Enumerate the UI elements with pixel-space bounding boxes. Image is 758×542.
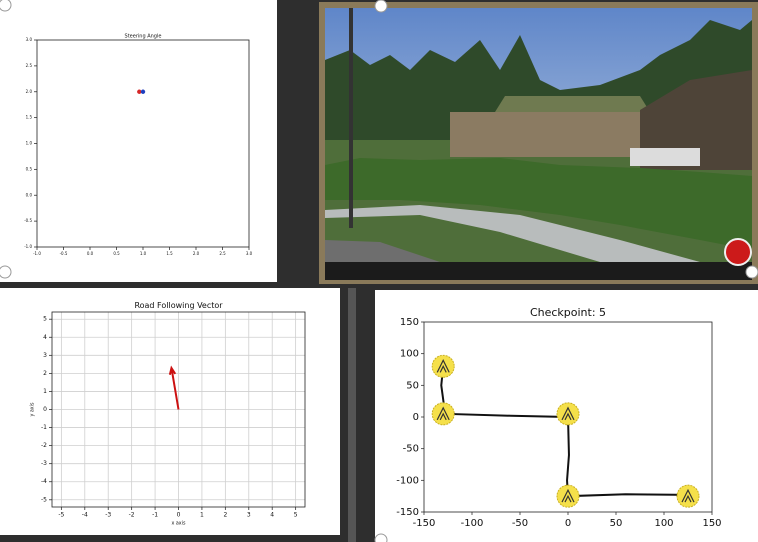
road <box>325 240 440 262</box>
y-tick-label: 50 <box>406 380 419 391</box>
house-roof <box>495 96 650 112</box>
camera-bottom-bar <box>325 262 752 280</box>
y-tick-label: -1.0 <box>24 244 32 249</box>
y-tick-label: 1.0 <box>26 141 33 146</box>
y-tick-label: 2 <box>43 370 47 377</box>
plot-frame <box>423 321 713 513</box>
x-tick-label: 1.0 <box>140 251 147 256</box>
resize-handle[interactable] <box>374 0 388 13</box>
resize-handle[interactable] <box>374 533 388 542</box>
resize-handle[interactable] <box>745 265 758 279</box>
resize-handle[interactable] <box>0 0 12 12</box>
x-tick-label: -1.0 <box>33 251 41 256</box>
point <box>137 89 142 94</box>
y-tick-label: 3 <box>43 352 47 359</box>
path-line <box>440 366 689 498</box>
y-tick-label: 2.5 <box>26 63 33 68</box>
x-tick-label: 2 <box>223 512 227 519</box>
x-tick-label: 3.0 <box>246 251 253 256</box>
y-tick-label: 1 <box>43 388 47 395</box>
x-tick-label: 0 <box>177 512 181 519</box>
plot-frame <box>36 39 250 248</box>
divider <box>348 288 356 542</box>
x-tick-label: 0.0 <box>87 251 94 256</box>
checkpoint-icon <box>436 358 450 373</box>
x-tick-label: 100 <box>654 518 673 529</box>
sidewalk <box>325 205 700 262</box>
y-tick-label: 0 <box>413 412 419 423</box>
y-tick-label: -50 <box>403 444 419 455</box>
y-tick-label: 1.5 <box>26 115 33 120</box>
y-axis-label: y axis <box>30 402 36 416</box>
x-tick-label: 4 <box>270 512 274 519</box>
checkpoint-icon <box>561 406 575 421</box>
plot-frame <box>51 311 306 508</box>
y-tick-label: 3.0 <box>26 37 33 42</box>
x-tick-label: 50 <box>610 518 623 529</box>
x-tick-label: -1 <box>152 512 158 519</box>
y-tick-label: -5 <box>41 496 47 503</box>
x-tick-label: -150 <box>413 518 436 529</box>
x-tick-label: -2 <box>129 512 135 519</box>
x-tick-label: 0.5 <box>113 251 120 256</box>
y-tick-label: 5 <box>43 316 47 323</box>
x-tick-label: -0.5 <box>60 251 68 256</box>
y-tick-label: 2.0 <box>26 89 33 94</box>
y-tick-label: -0.5 <box>24 218 32 223</box>
resize-handle[interactable] <box>0 265 12 279</box>
steering-panel <box>0 0 277 282</box>
pole <box>349 8 353 228</box>
y-tick-label: 0 <box>43 406 47 413</box>
x-axis-label: x axis <box>172 521 186 527</box>
chart-title: Steering Angle <box>125 34 162 40</box>
x-tick-label: -100 <box>461 518 484 529</box>
x-tick-label: 0 <box>565 518 571 529</box>
x-tick-label: 2.5 <box>219 251 226 256</box>
y-tick-label: -150 <box>396 507 419 518</box>
x-tick-label: 1.5 <box>166 251 173 256</box>
x-tick-label: 2.0 <box>193 251 200 256</box>
y-tick-label: 0.5 <box>26 166 33 171</box>
y-tick-label: -2 <box>41 442 47 449</box>
vector-panel <box>0 288 340 535</box>
vector-arrow <box>168 365 180 410</box>
porch <box>630 148 700 166</box>
checkpoint-icon <box>561 488 575 503</box>
x-tick-label: -5 <box>58 512 64 519</box>
hedge <box>325 158 752 250</box>
y-tick-label: -3 <box>41 460 47 467</box>
chart-title: Road Following Vector <box>134 301 223 310</box>
y-tick-label: 150 <box>400 317 419 328</box>
y-tick-label: -1 <box>41 424 47 431</box>
house-wing <box>640 70 752 170</box>
point <box>140 89 146 94</box>
house-wall <box>450 112 650 157</box>
x-tick-label: 3 <box>247 512 251 519</box>
y-tick-label: 100 <box>400 349 419 360</box>
checkpoint-icon <box>436 406 450 421</box>
x-tick-label: -4 <box>82 512 88 519</box>
x-tick-label: 5 <box>294 512 298 519</box>
camera-view <box>319 2 758 284</box>
x-tick-label: 150 <box>702 518 721 529</box>
y-tick-label: 4 <box>43 334 47 341</box>
x-tick-label: -50 <box>512 518 528 529</box>
x-tick-label: -3 <box>105 512 111 519</box>
y-tick-label: 0.0 <box>26 192 33 197</box>
x-tick-label: 1 <box>200 512 204 519</box>
chart-title: Checkpoint: 5 <box>530 306 606 319</box>
y-tick-label: -100 <box>396 475 419 486</box>
record-button[interactable] <box>724 238 752 266</box>
checkpoint-icon <box>681 488 695 503</box>
y-tick-label: -4 <box>41 478 47 485</box>
